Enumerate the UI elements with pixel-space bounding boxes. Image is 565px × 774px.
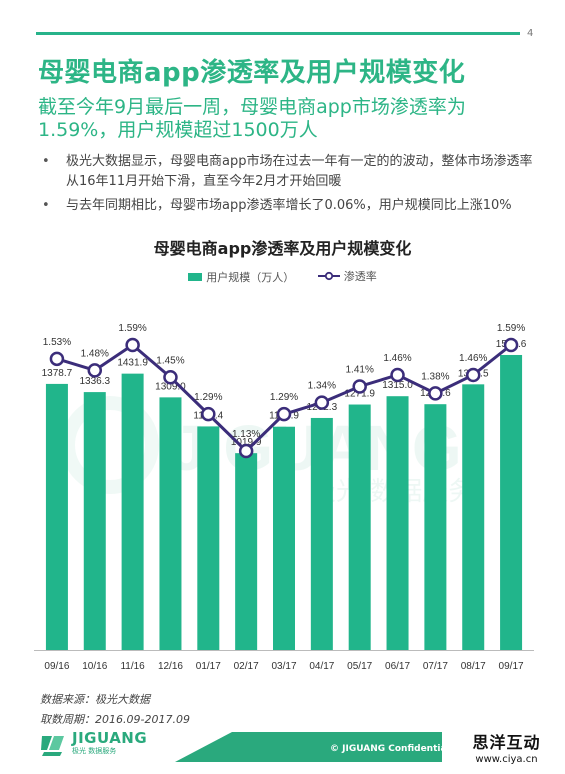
site-badge: 思洋互动 www.ciya.cn xyxy=(448,732,565,774)
page-subtitle: 截至今年9月最后一周，母婴电商app市场渗透率为1.59%，用户规模超过1500… xyxy=(38,96,466,141)
bar-users xyxy=(310,417,333,650)
rate-data-label: 1.13% xyxy=(232,429,260,440)
x-tick-label: 06/17 xyxy=(385,661,410,672)
rate-point xyxy=(163,370,178,385)
rate-data-label: 1.59% xyxy=(497,323,525,334)
x-tick-label: 03/17 xyxy=(271,661,296,672)
bar-users xyxy=(424,404,447,650)
chart-title: 母婴电商app渗透率及用户规模变化 xyxy=(153,239,412,258)
x-tick-label: 12/16 xyxy=(158,661,183,672)
x-tick-label: 01/17 xyxy=(196,661,221,672)
x-tick-label: 10/16 xyxy=(82,661,107,672)
legend-line-swatch xyxy=(317,271,340,281)
top-rule xyxy=(36,32,520,35)
period-line: 取数周期：2016.09-2017.09 xyxy=(40,713,190,726)
bar-users xyxy=(462,384,485,650)
footer-wedge xyxy=(175,732,232,762)
bullet-list: 极光大数据显示，母婴电商app市场在过去一年有一定的的波动，整体市场渗透率从16… xyxy=(42,152,542,220)
bar-data-label: 1336.3 xyxy=(79,376,110,387)
copyright-text: © JIGUANG Confidential xyxy=(330,744,450,754)
rate-point xyxy=(352,379,367,394)
rate-data-label: 1.29% xyxy=(270,392,298,403)
logo-tagline: 极光 数据服务 xyxy=(72,747,117,755)
rate-point xyxy=(390,367,405,383)
rate-point xyxy=(428,386,443,401)
bar-users xyxy=(197,426,220,650)
x-tick-label: 02/17 xyxy=(234,661,259,672)
bar-data-label: 1309.0 xyxy=(155,381,186,392)
bar-data-label: 1019.9 xyxy=(231,437,262,448)
page-title: 母婴电商app渗透率及用户规模变化 xyxy=(38,58,466,88)
legend-item-users: 用户规模（万人） xyxy=(188,269,294,285)
rate-data-label: 1.46% xyxy=(459,353,487,364)
rate-data-label: 1.41% xyxy=(346,364,374,375)
x-tick-label: 05/17 xyxy=(347,661,372,672)
page-number: 4 xyxy=(527,28,534,39)
legend-bar-swatch xyxy=(188,273,203,281)
rate-data-label: 1.38% xyxy=(421,371,449,382)
rate-point xyxy=(87,363,103,378)
rate-data-label: 1.48% xyxy=(81,348,109,359)
legend-item-rate: 渗透率 xyxy=(317,268,377,284)
bar-users xyxy=(273,426,295,650)
bar-users xyxy=(235,453,258,650)
rate-point xyxy=(314,395,330,410)
bar-users xyxy=(500,354,523,650)
bar-users xyxy=(121,373,144,650)
rate-point xyxy=(276,406,292,422)
site-badge-url: www.ciya.cn xyxy=(475,754,538,765)
rate-point xyxy=(503,337,519,353)
rate-point xyxy=(201,406,216,422)
rate-point xyxy=(125,337,140,353)
bullet-item: 与去年同期相比，母婴市场app渗透率增长了0.06%，用户规模同比上涨10% xyxy=(42,196,542,216)
legend-label-users: 用户规模（万人） xyxy=(206,271,295,284)
x-tick-label: 08/17 xyxy=(461,661,486,672)
rate-data-label: 1.53% xyxy=(43,337,71,348)
x-tick-label: 09/17 xyxy=(499,661,524,672)
bar-users xyxy=(83,392,106,650)
source-line: 数据来源：极光大数据 xyxy=(40,693,150,706)
rate-data-label: 1.59% xyxy=(118,323,146,334)
bar-data-label: 1271.9 xyxy=(344,389,375,400)
bar-users xyxy=(45,383,68,650)
rate-data-label: 1.45% xyxy=(156,355,184,366)
bar-data-label: 1378.7 xyxy=(42,368,73,379)
site-badge-title: 思洋互动 xyxy=(472,733,541,752)
jiguang-logo-icon xyxy=(41,736,64,756)
x-tick-label: 09/16 xyxy=(44,661,69,672)
chart-legend: 用户规模（万人） 渗透率 xyxy=(0,268,565,285)
jiguang-logo: JIGUANG 极光 数据服务 xyxy=(38,728,147,758)
legend-label-rate: 渗透率 xyxy=(343,270,377,283)
logo-name: JIGUANG xyxy=(72,729,148,747)
x-tick-label: 04/17 xyxy=(309,661,334,672)
rate-point xyxy=(465,367,481,383)
rate-point xyxy=(238,443,254,459)
x-tick-label: 07/17 xyxy=(423,661,448,672)
x-tick-label: 11/16 xyxy=(120,661,145,672)
rate-point xyxy=(49,351,65,367)
bar-users xyxy=(159,397,182,650)
bullet-item: 极光大数据显示，母婴电商app市场在过去一年有一定的的波动，整体市场渗透率从16… xyxy=(42,152,542,192)
rate-data-label: 1.29% xyxy=(194,392,222,403)
bar-data-label: 1431.9 xyxy=(117,358,148,369)
footer-band xyxy=(232,732,442,762)
bar-users xyxy=(348,404,371,650)
data-source: 数据来源：极光大数据 取数周期：2016.09-2017.09 xyxy=(40,690,190,730)
bar-data-label: 1315.0 xyxy=(382,380,413,391)
rate-data-label: 1.46% xyxy=(383,353,411,364)
combo-chart: 1378.7 09/16 1336.3 10/16 1431.9 11/16 1309.0 1… xyxy=(34,323,534,672)
bar-users xyxy=(386,396,409,650)
rate-data-label: 1.34% xyxy=(308,381,336,392)
